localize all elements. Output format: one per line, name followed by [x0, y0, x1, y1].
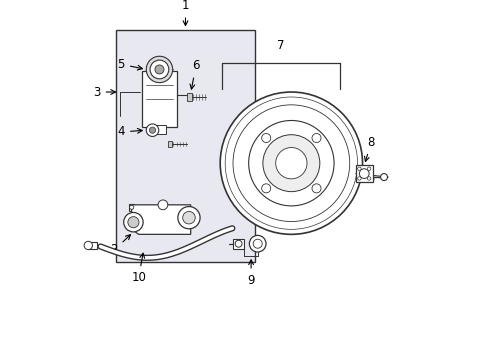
Bar	[152, 125, 166, 134]
Circle shape	[158, 200, 167, 210]
Bar	[187, 93, 192, 102]
Bar	[168, 141, 172, 147]
Circle shape	[248, 121, 333, 206]
Circle shape	[235, 240, 242, 247]
Circle shape	[224, 97, 357, 229]
Text: 1: 1	[182, 0, 189, 26]
Circle shape	[357, 177, 361, 180]
Circle shape	[178, 207, 200, 229]
Circle shape	[263, 135, 319, 192]
Text: 4: 4	[117, 125, 142, 139]
Bar	[142, 208, 188, 228]
Circle shape	[183, 211, 195, 224]
Circle shape	[150, 60, 168, 79]
Circle shape	[311, 134, 321, 143]
Bar	[129, 204, 134, 211]
Circle shape	[249, 235, 265, 252]
Circle shape	[146, 56, 172, 83]
Circle shape	[366, 167, 370, 171]
Circle shape	[366, 175, 373, 182]
Circle shape	[275, 148, 306, 179]
Circle shape	[359, 169, 368, 179]
Text: 2: 2	[110, 235, 130, 256]
Circle shape	[127, 217, 139, 228]
Bar	[355, 165, 372, 182]
Circle shape	[233, 105, 349, 221]
Text: 5: 5	[117, 58, 142, 71]
Circle shape	[366, 177, 370, 180]
Circle shape	[129, 224, 134, 228]
Bar	[129, 222, 134, 229]
Circle shape	[123, 212, 143, 232]
Bar	[116, 30, 254, 262]
Text: 7: 7	[277, 39, 284, 52]
Circle shape	[84, 241, 92, 249]
Text: 9: 9	[247, 260, 254, 287]
Circle shape	[253, 239, 262, 248]
Circle shape	[311, 184, 321, 193]
Circle shape	[357, 167, 361, 171]
Bar	[152, 65, 168, 71]
Circle shape	[149, 127, 155, 133]
Text: 8: 8	[364, 136, 374, 161]
Circle shape	[155, 65, 163, 74]
Text: 3: 3	[93, 86, 115, 99]
Circle shape	[261, 134, 270, 143]
Text: 6: 6	[190, 59, 199, 89]
Text: 10: 10	[131, 253, 146, 284]
Circle shape	[220, 92, 362, 234]
Polygon shape	[131, 205, 190, 234]
Bar	[142, 71, 177, 127]
Bar	[88, 242, 97, 249]
Circle shape	[146, 124, 159, 136]
Circle shape	[129, 205, 134, 210]
Circle shape	[261, 184, 270, 193]
Bar	[233, 239, 244, 248]
Circle shape	[380, 174, 386, 180]
